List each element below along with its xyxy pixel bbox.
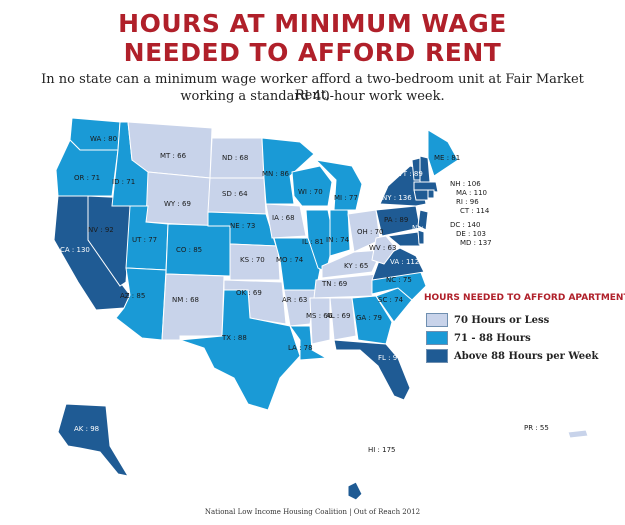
label-or: OR : 71 [74, 174, 100, 182]
state-ri[interactable] [427, 189, 435, 199]
label-mn: MN : 86 [262, 170, 290, 178]
label-ak: AK : 98 [74, 425, 99, 433]
state-de[interactable] [417, 229, 425, 245]
state-or[interactable] [55, 139, 119, 197]
state-wi[interactable] [291, 165, 333, 207]
source-credit: National Low Income Housing Coalition | … [204, 508, 421, 516]
label-ok: OK : 69 [236, 289, 262, 297]
legend-swatch-high [426, 349, 448, 363]
state-wa[interactable] [69, 117, 121, 151]
label-ms: MS : 66 [306, 312, 333, 320]
state-mi[interactable] [314, 159, 363, 211]
label-ar: AR : 63 [282, 296, 307, 304]
legend-swatch-mid [426, 331, 448, 345]
legend-title: HOURS NEEDED TO AFFORD APARTMENT [424, 293, 625, 303]
legend-item-high: Above 88 Hours per Week [426, 349, 598, 363]
label-id: ID : 71 [112, 178, 135, 186]
legend-label-low: 70 Hours or Less [454, 314, 550, 326]
label-co: CO : 85 [176, 246, 202, 254]
label-ct: CT : 114 [460, 207, 490, 215]
label-pr: PR : 55 [524, 424, 549, 432]
label-la: LA : 78 [288, 344, 313, 352]
state-me[interactable] [427, 129, 459, 177]
label-tx: TX : 88 [221, 334, 247, 342]
state-wv[interactable] [371, 235, 397, 265]
label-mi: MI : 77 [334, 194, 358, 202]
label-nd: ND : 68 [222, 154, 248, 162]
title-line-1: HOURS AT MINIMUM WAGE [118, 9, 507, 38]
label-nv: NV : 92 [88, 226, 114, 234]
label-ks: KS : 70 [240, 256, 265, 264]
label-tn: TN : 69 [321, 280, 347, 288]
label-wv: WV : 63 [369, 244, 396, 252]
label-il: IL : 81 [302, 238, 324, 246]
subtitle-line-1: In no state can a minimum wage worker af… [41, 72, 584, 103]
label-ny: NY : 136 [382, 194, 412, 202]
state-ms[interactable] [309, 297, 331, 345]
state-nm[interactable] [161, 273, 225, 341]
label-ca: CA : 130 [60, 246, 90, 254]
state-wy[interactable] [145, 171, 211, 227]
state-tx[interactable] [179, 289, 301, 411]
label-ga: GA : 79 [356, 314, 382, 322]
label-in: IN : 74 [326, 236, 350, 244]
legend-label-high: Above 88 Hours per Week [454, 350, 599, 362]
label-az: AZ : 85 [120, 292, 145, 300]
state-ar[interactable] [283, 289, 317, 327]
label-ne: NE : 73 [230, 222, 255, 230]
label-mo: MO : 74 [276, 256, 304, 264]
label-ri: RI : 96 [456, 198, 479, 206]
label-nj: NJ : 138 [412, 224, 439, 232]
label-wa: WA : 80 [90, 135, 117, 143]
legend-label-mid: 71 - 88 Hours [454, 332, 531, 344]
label-ma: MA : 110 [456, 189, 487, 197]
label-me: ME : 81 [434, 154, 460, 162]
label-al: AL : 69 [326, 312, 350, 320]
label-vt: VT : 89 [398, 170, 423, 178]
label-nm: NM : 68 [172, 296, 199, 304]
state-ak[interactable] [57, 403, 130, 477]
label-ky: KY : 65 [344, 262, 368, 270]
label-mt: MT : 66 [160, 152, 187, 160]
legend-swatch-low [426, 313, 448, 327]
label-sc: SC : 74 [378, 296, 404, 304]
label-md: MD : 137 [460, 239, 492, 247]
state-in[interactable] [329, 209, 351, 257]
state-mn[interactable] [261, 137, 315, 205]
label-sd: SD : 64 [222, 190, 248, 198]
label-nh: NH : 106 [450, 180, 481, 188]
label-oh: OH : 70 [357, 228, 384, 236]
label-wi: WI : 70 [298, 188, 323, 196]
state-hi[interactable] [347, 481, 363, 501]
state-pr[interactable] [567, 429, 589, 439]
legend-item-low: 70 Hours or Less [426, 313, 549, 327]
state-la[interactable] [289, 325, 328, 361]
state-pa[interactable] [375, 205, 421, 237]
legend-item-mid: 71 - 88 Hours [426, 331, 531, 345]
label-wy: WY : 69 [164, 200, 191, 208]
title-line-2: NEEDED TO AFFORD RENT [123, 38, 502, 67]
label-fl: FL : 97 [378, 354, 402, 362]
state-al[interactable] [329, 297, 357, 341]
label-va: VA : 112 [390, 258, 419, 266]
label-pa: PA : 89 [384, 216, 408, 224]
state-ia[interactable] [265, 203, 307, 239]
state-ga[interactable] [351, 295, 393, 345]
label-nc: NC : 75 [386, 276, 412, 284]
label-dc: DC : 140 [450, 221, 480, 229]
label-ia: IA : 68 [272, 214, 295, 222]
label-ut: UT : 77 [132, 236, 157, 244]
state-fl[interactable] [333, 339, 411, 401]
state-md[interactable] [386, 231, 421, 247]
label-de: DE : 103 [456, 230, 486, 238]
state-ct[interactable] [413, 189, 429, 201]
label-hi: HI : 175 [368, 446, 396, 454]
state-ks[interactable] [229, 243, 281, 281]
subtitle-line-2: working a standard 40-hour work week. [180, 89, 445, 104]
state-nj[interactable] [417, 209, 429, 231]
